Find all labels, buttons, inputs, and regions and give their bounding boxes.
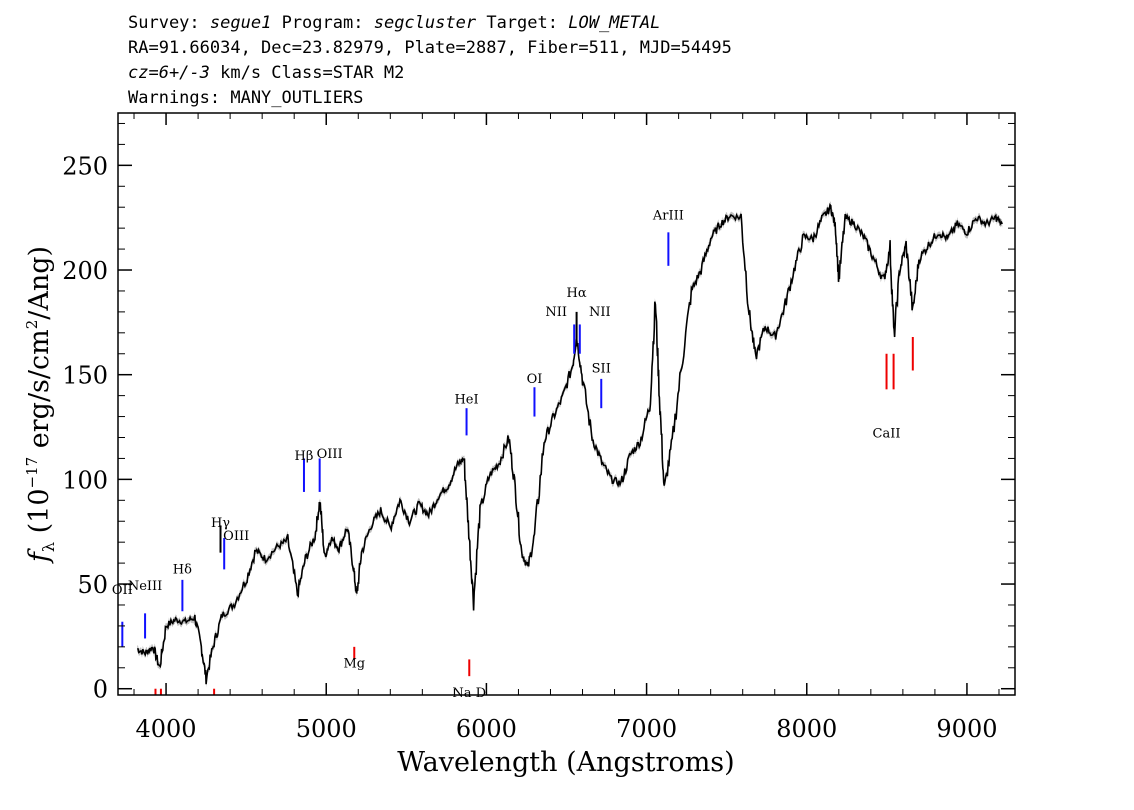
svg-text:fλ (10−17 erg/s/cm2/Ang): fλ (10−17 erg/s/cm2/Ang) (23, 246, 58, 564)
error-band (137, 201, 1003, 688)
program-name: segcluster (373, 13, 477, 33)
line-label: Na D (452, 686, 486, 701)
line-label: Hα (567, 286, 587, 301)
axis-ticks: 4000 5000 6000 7000 8000 9000 0 50 100 150 200 250 (62, 113, 1015, 743)
line-label: Hβ (295, 449, 314, 464)
plot-frame (117, 112, 1016, 696)
y-tick-label: 100 (62, 466, 108, 494)
line-label: Hδ (173, 562, 192, 577)
header-line-1: Survey: segue1 Program: segcluster Targe… (128, 13, 661, 33)
line-label: OII (112, 583, 133, 598)
y-tick-label: 0 (93, 676, 108, 704)
line-label: ArIII (652, 208, 684, 223)
error-band-area (137, 201, 1003, 688)
y-axis-title: fλ (10−17 erg/s/cm2/Ang) (23, 246, 58, 564)
x-tick-label: 7000 (616, 715, 677, 743)
line-label: SII (592, 361, 611, 376)
header-line-3: cz=6+/-3 km/s Class=STAR M2 (128, 63, 405, 83)
line-label: OIII (317, 447, 343, 462)
x-tick-label: 5000 (296, 715, 357, 743)
redshift-value: cz=6+/-3 (128, 63, 210, 83)
line-label: OI (527, 372, 543, 387)
target-name: LOW_METAL (568, 13, 661, 33)
line-label: NII (589, 305, 611, 320)
y-tick-label: 150 (62, 362, 108, 390)
x-tick-label: 8000 (776, 715, 837, 743)
x-axis-title: Wavelength (Angstroms) (397, 747, 734, 778)
spectrum-line (137, 203, 1003, 685)
line-label: NeIII (128, 579, 162, 594)
x-tick-label: 9000 (936, 715, 997, 743)
line-label: CaII (873, 426, 901, 441)
y-tick-label: 200 (62, 257, 108, 285)
header-line-2: RA=91.66034, Dec=23.82979, Plate=2887, F… (128, 38, 732, 58)
line-label: Hγ (211, 516, 230, 531)
series-group (137, 203, 1003, 685)
header-line-4: Warnings: MANY_OUTLIERS (128, 88, 364, 108)
survey-name: segue1 (209, 13, 272, 33)
y-tick-label: 50 (77, 571, 108, 599)
x-tick-label: 4000 (136, 715, 197, 743)
x-tick-label: 6000 (456, 715, 517, 743)
line-label: Mg (343, 657, 365, 672)
line-label: OIII (223, 529, 249, 544)
line-label: HeI (454, 393, 478, 408)
y-tick-label: 250 (62, 152, 108, 180)
line-label: NII (545, 305, 567, 320)
